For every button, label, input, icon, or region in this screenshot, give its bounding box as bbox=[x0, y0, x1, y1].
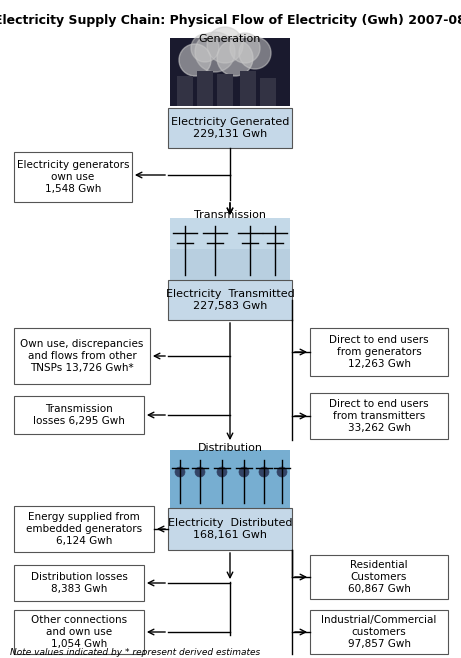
Bar bbox=[310, 393, 448, 439]
Text: Note values indicated by * represent derived estimates: Note values indicated by * represent der… bbox=[10, 648, 260, 657]
Bar bbox=[14, 506, 154, 552]
Text: Distribution losses
8,383 Gwh: Distribution losses 8,383 Gwh bbox=[30, 572, 127, 594]
Text: Direct to end users
from generators
12,263 Gwh: Direct to end users from generators 12,2… bbox=[329, 336, 429, 368]
Bar bbox=[170, 450, 290, 508]
Circle shape bbox=[230, 33, 260, 63]
Bar bbox=[14, 152, 132, 202]
Text: Electricity Generated
229,131 Gwh: Electricity Generated 229,131 Gwh bbox=[171, 117, 289, 139]
Text: Electricity  Transmitted
227,583 Gwh: Electricity Transmitted 227,583 Gwh bbox=[165, 290, 295, 311]
Text: Direct to end users
from transmitters
33,262 Gwh: Direct to end users from transmitters 33… bbox=[329, 399, 429, 432]
Bar bbox=[310, 555, 448, 599]
Bar bbox=[14, 610, 144, 654]
Circle shape bbox=[195, 32, 235, 72]
Text: Energy supplied from
embedded generators
6,124 Gwh: Energy supplied from embedded generators… bbox=[26, 513, 142, 545]
Bar bbox=[197, 71, 213, 106]
Bar bbox=[168, 508, 292, 550]
Text: Own use, discrepancies
and flows from other
TNSPs 13,726 Gwh*: Own use, discrepancies and flows from ot… bbox=[20, 340, 144, 372]
Circle shape bbox=[179, 44, 211, 76]
Bar bbox=[170, 218, 290, 249]
Bar bbox=[260, 78, 276, 106]
Bar bbox=[310, 328, 448, 376]
Text: Transmission
losses 6,295 Gwh: Transmission losses 6,295 Gwh bbox=[33, 404, 125, 426]
Circle shape bbox=[175, 467, 185, 477]
Text: Other connections
and own use
1,054 Gwh: Other connections and own use 1,054 Gwh bbox=[31, 615, 127, 649]
Circle shape bbox=[195, 467, 205, 477]
Text: Distribution: Distribution bbox=[197, 443, 262, 453]
Bar bbox=[240, 71, 256, 106]
Bar bbox=[170, 218, 290, 280]
Text: Electricity Supply Chain: Physical Flow of Electricity (Gwh) 2007-08: Electricity Supply Chain: Physical Flow … bbox=[0, 14, 461, 27]
Text: Electricity generators
own use
1,548 Gwh: Electricity generators own use 1,548 Gwh bbox=[17, 161, 129, 193]
Circle shape bbox=[239, 467, 249, 477]
Text: Electricity  Distributed
168,161 Gwh: Electricity Distributed 168,161 Gwh bbox=[168, 519, 292, 540]
Circle shape bbox=[191, 34, 219, 62]
Circle shape bbox=[239, 37, 271, 69]
Bar bbox=[14, 396, 144, 434]
Circle shape bbox=[259, 467, 269, 477]
Bar bbox=[14, 565, 144, 601]
Bar bbox=[217, 74, 233, 106]
Bar bbox=[310, 610, 448, 654]
Bar bbox=[170, 38, 290, 106]
Bar bbox=[168, 108, 292, 148]
Text: Generation: Generation bbox=[199, 34, 261, 44]
Circle shape bbox=[207, 27, 243, 63]
Circle shape bbox=[217, 40, 253, 76]
Bar bbox=[177, 76, 193, 106]
Bar bbox=[168, 280, 292, 320]
Circle shape bbox=[217, 467, 227, 477]
Circle shape bbox=[277, 467, 287, 477]
Text: Industrial/Commercial
customers
97,857 Gwh: Industrial/Commercial customers 97,857 G… bbox=[321, 615, 437, 649]
Bar bbox=[14, 328, 150, 384]
Bar bbox=[170, 450, 290, 508]
Text: Transmission: Transmission bbox=[194, 210, 266, 220]
Text: Residential
Customers
60,867 Gwh: Residential Customers 60,867 Gwh bbox=[348, 561, 410, 594]
